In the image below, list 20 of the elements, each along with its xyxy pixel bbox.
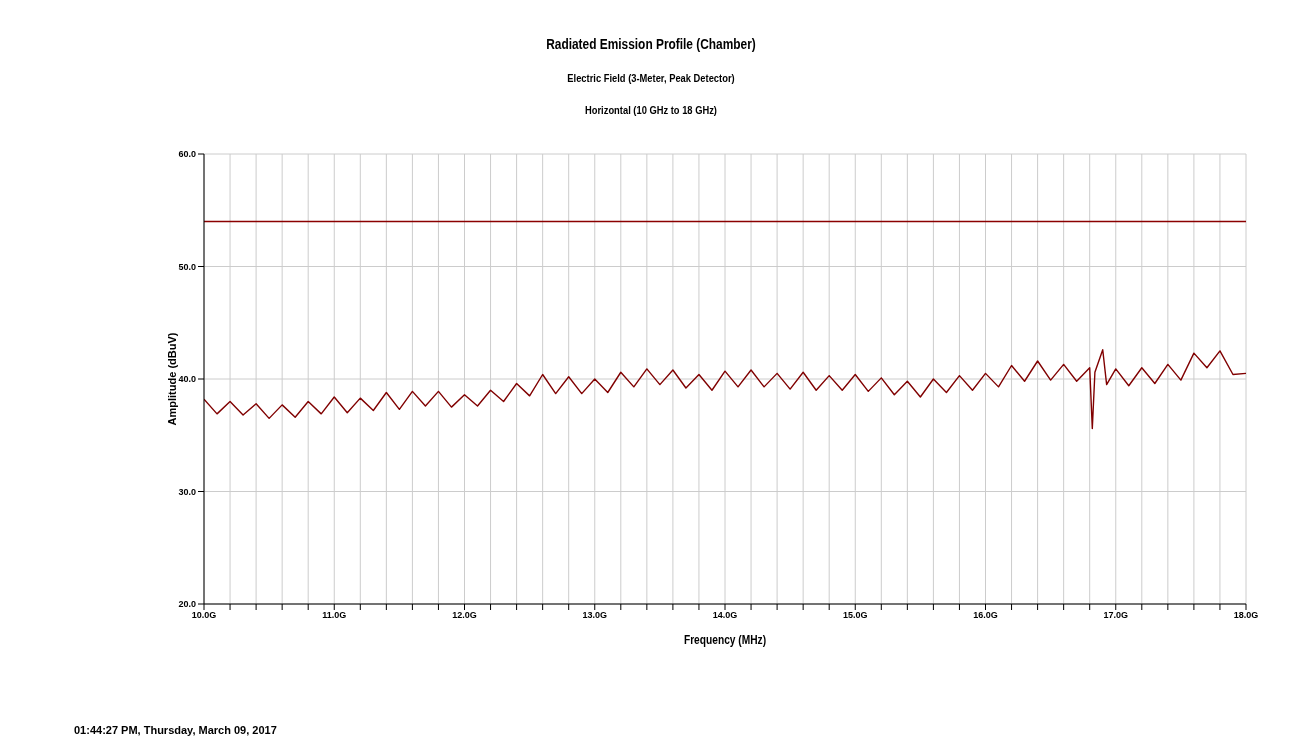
- y-axis-title: Amplitude (dBuV): [166, 332, 178, 426]
- y-tick-label: 60.0: [178, 149, 196, 160]
- text: Electric Field (3-Meter, Peak Detector) Horizontal (10 GHz to 18 GHz): [567, 72, 735, 116]
- x-tick-label: 18.0G: [1233, 610, 1259, 621]
- y-tick-label: 20.0: [178, 599, 196, 610]
- y-tick-label: 30.0: [178, 486, 196, 497]
- x-axis-title: Frequency (MHz): [682, 633, 768, 647]
- y-tick-label: 50.0: [178, 261, 196, 272]
- x-tick-label: 11.0G: [322, 610, 347, 621]
- y-tick-label: 40.0: [178, 374, 196, 385]
- chart-title: Radiated Emission Profile (Chamber): [545, 36, 757, 52]
- line-series: [204, 349, 1246, 430]
- x-tick-label: 12.0G: [452, 610, 477, 621]
- x-tick-label: 10.0G: [191, 610, 217, 621]
- text: 01:44:27 PM, Thursday, March 09, 2017: [74, 724, 277, 736]
- x-tick-label: 14.0G: [712, 610, 738, 621]
- x-tick-label: 17.0G: [1103, 610, 1129, 621]
- x-tick-label: 13.0G: [582, 610, 608, 621]
- x-tick-label: 15.0G: [842, 610, 868, 621]
- x-tick-label: 16.0G: [973, 610, 998, 621]
